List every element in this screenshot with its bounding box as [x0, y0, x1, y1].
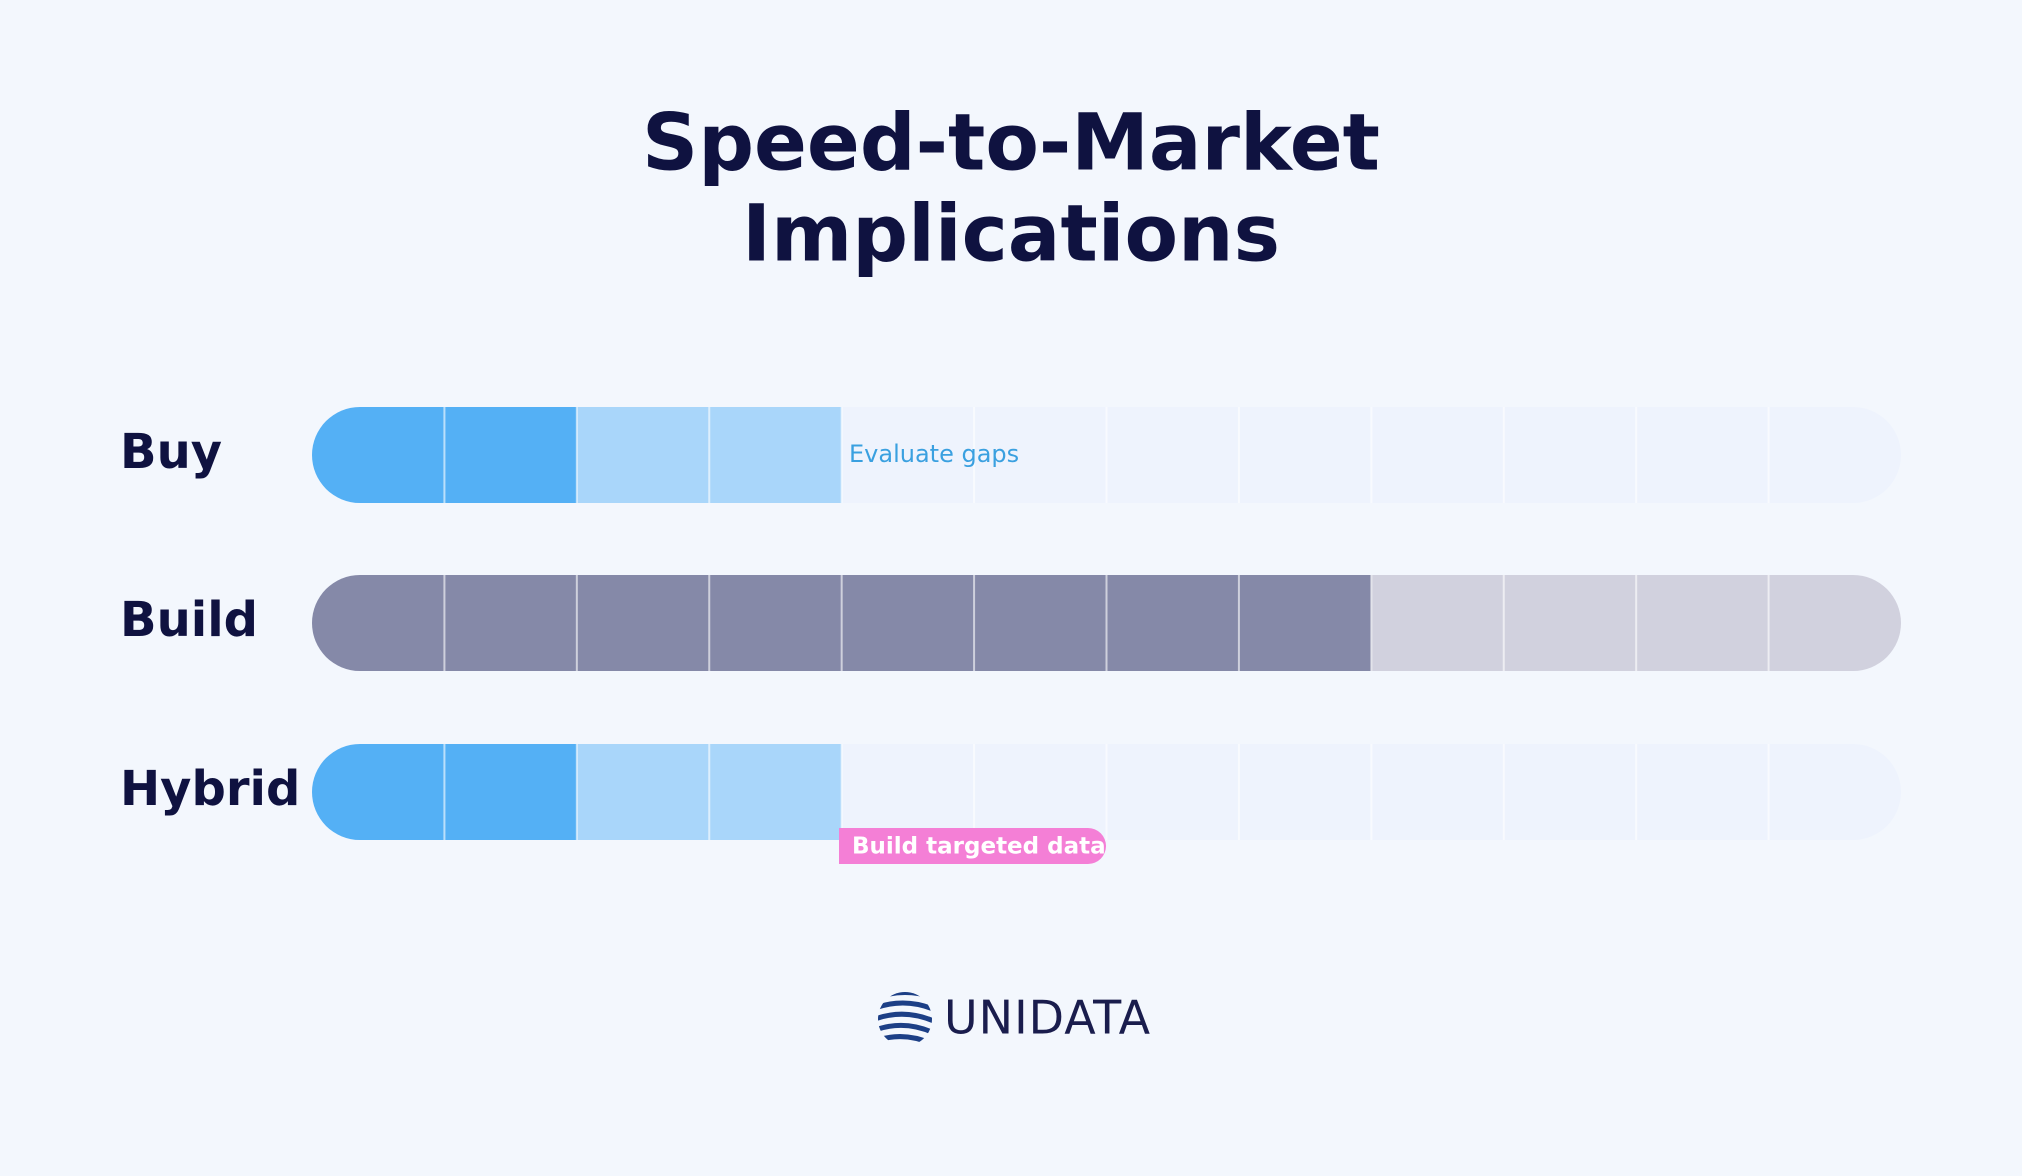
brand: UNIDATA — [944, 991, 1151, 1045]
title-line: Speed-to-Market — [642, 98, 1380, 188]
bar-segment — [1768, 575, 1901, 671]
bar-segment — [444, 575, 578, 671]
bar-segment — [1503, 575, 1637, 671]
bar-segment — [841, 744, 975, 840]
logo: UNIDATA — [878, 991, 1151, 1046]
bar-segment — [974, 744, 1107, 840]
bar-segment — [709, 407, 843, 503]
progress-bar — [312, 575, 1901, 671]
title-line: Implications — [742, 189, 1280, 279]
bar-segment — [709, 575, 843, 671]
bar-segment — [312, 575, 445, 671]
bar-segment — [841, 575, 975, 671]
bar-segment — [1238, 744, 1372, 840]
bar-segment — [1768, 407, 1901, 503]
progress-bar — [312, 407, 1901, 503]
bar-segment — [312, 407, 445, 503]
bar-segment — [576, 575, 710, 671]
logo-globe — [878, 992, 932, 1046]
bar-segment — [841, 407, 975, 503]
row-note: Evaluate gaps — [849, 440, 1019, 468]
bar-segment — [974, 407, 1107, 503]
bar-segment — [1106, 744, 1240, 840]
bar-segment — [1106, 575, 1240, 671]
bar-segment — [1371, 744, 1505, 840]
bar-segment — [974, 575, 1107, 671]
bar-segment — [1636, 744, 1770, 840]
bar-segment — [1371, 575, 1505, 671]
tag-text: Build targeted data — [852, 834, 1106, 860]
row-label: Hybrid — [120, 761, 300, 817]
bar-segment — [444, 744, 578, 840]
bar-segment — [1238, 575, 1372, 671]
bar-segment — [312, 744, 445, 840]
bar-segment — [1503, 407, 1637, 503]
bar-segment — [1106, 407, 1240, 503]
row-label: Buy — [120, 424, 222, 480]
bar-segment — [1636, 575, 1770, 671]
tag-pill — [839, 828, 1106, 864]
bar-segment — [1768, 744, 1901, 840]
progress-bar — [312, 744, 1901, 840]
bar-segment — [709, 744, 843, 840]
row-label: Build — [120, 592, 258, 648]
bar-segment — [1636, 407, 1770, 503]
bar-segment — [1503, 744, 1637, 840]
bar-segment — [576, 407, 710, 503]
bar-segment — [576, 744, 710, 840]
bar-segment — [1238, 407, 1372, 503]
bar-segment — [444, 407, 578, 503]
bar-segment — [1371, 407, 1505, 503]
